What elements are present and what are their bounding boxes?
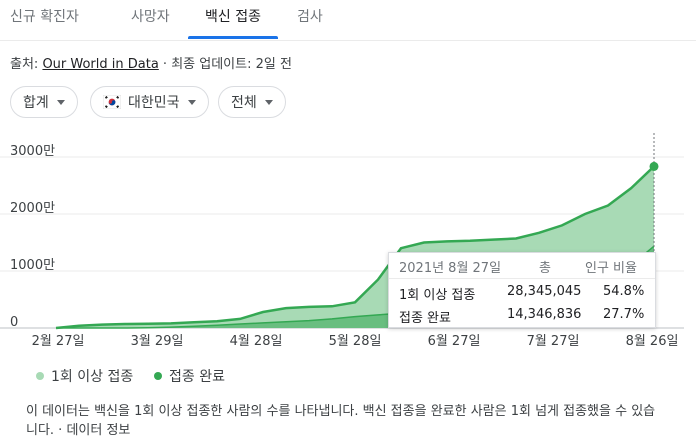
tab-new-cases[interactable]: 신규 확진자 xyxy=(10,9,79,25)
tab-deaths[interactable]: 사망자 xyxy=(131,9,170,25)
tab-vaccination[interactable]: 백신 접종 xyxy=(205,9,261,25)
scope-label: 전체 xyxy=(231,95,257,111)
region-dropdown[interactable]: 대한민국 xyxy=(90,86,209,118)
last-updated: · 최종 업데이트: 2일 전 xyxy=(158,57,292,72)
tooltip-header: 2021년 8월 27일 총 인구 비율 xyxy=(389,253,655,277)
legend-label: 접종 완료 xyxy=(169,369,225,385)
scope-dropdown[interactable]: 전체 xyxy=(218,86,286,118)
y-tick-label: 1000만 xyxy=(10,258,55,273)
y-tick-label: 0 xyxy=(10,315,18,330)
region-label: 대한민국 xyxy=(128,95,180,111)
active-tab-indicator xyxy=(188,36,278,39)
caret-down-icon xyxy=(264,99,273,105)
south-korea-flag-icon xyxy=(103,95,121,109)
tab-tests[interactable]: 검사 xyxy=(297,9,323,25)
source-link[interactable]: Our World in Data xyxy=(42,57,159,72)
source-prefix: 출처: xyxy=(10,57,43,72)
x-tick-label: 7월 27일 xyxy=(527,334,580,349)
tooltip-row: 접종 완료 14,346,836 27.7% xyxy=(389,303,655,327)
legend-swatch xyxy=(154,372,162,380)
legend-label: 1회 이상 접종 xyxy=(51,369,134,385)
tooltip-row-rate: 27.7% xyxy=(603,307,645,322)
tooltip-row-label: 접종 완료 xyxy=(399,311,451,326)
x-tick-label: 6월 27일 xyxy=(428,334,481,349)
tooltip-col-rate: 인구 비율 xyxy=(585,261,637,276)
tooltip-date: 2021년 8월 27일 xyxy=(399,261,502,276)
legend-swatch xyxy=(36,372,44,380)
tab-bar: 신규 확진자 사망자 백신 접종 검사 xyxy=(0,0,696,41)
y-tick-label: 2000만 xyxy=(10,201,55,216)
x-tick-label: 3월 29일 xyxy=(131,334,184,349)
tooltip-row-label: 1회 이상 접종 xyxy=(399,288,476,303)
legend-item-fully-vaccinated[interactable]: 접종 완료 xyxy=(154,366,225,386)
legend-item-first-dose[interactable]: 1회 이상 접종 xyxy=(36,366,133,386)
x-tick-label: 8월 26일 xyxy=(626,334,679,349)
x-tick-label: 4월 28일 xyxy=(230,334,283,349)
tooltip-col-total: 총 xyxy=(539,261,551,276)
caret-down-icon xyxy=(56,99,65,105)
source-line: 출처: Our World in Data · 최종 업데이트: 2일 전 xyxy=(10,53,292,72)
tooltip-row-rate: 54.8% xyxy=(603,284,645,299)
tooltip-row-total: 28,345,045 xyxy=(507,284,582,299)
y-tick-label: 3000만 xyxy=(10,144,55,159)
x-tick-label: 2월 27일 xyxy=(32,334,85,349)
tooltip-row: 1회 이상 접종 28,345,045 54.8% xyxy=(389,280,655,304)
first-dose-line xyxy=(55,165,655,330)
tooltip-row-total: 14,346,836 xyxy=(507,307,582,322)
hover-point xyxy=(649,161,659,171)
metric-dropdown[interactable]: 합계 xyxy=(10,86,78,118)
metric-label: 합계 xyxy=(23,95,49,111)
tooltip-divider xyxy=(389,278,655,279)
data-note: 이 데이터는 백신을 1회 이상 접종한 사람의 수를 나타냅니다. 백신 접종… xyxy=(26,404,656,438)
caret-down-icon xyxy=(187,99,196,105)
chart-tooltip: 2021년 8월 27일 총 인구 비율 1회 이상 접종 28,345,045… xyxy=(388,252,656,328)
x-tick-label: 5월 28일 xyxy=(329,334,382,349)
